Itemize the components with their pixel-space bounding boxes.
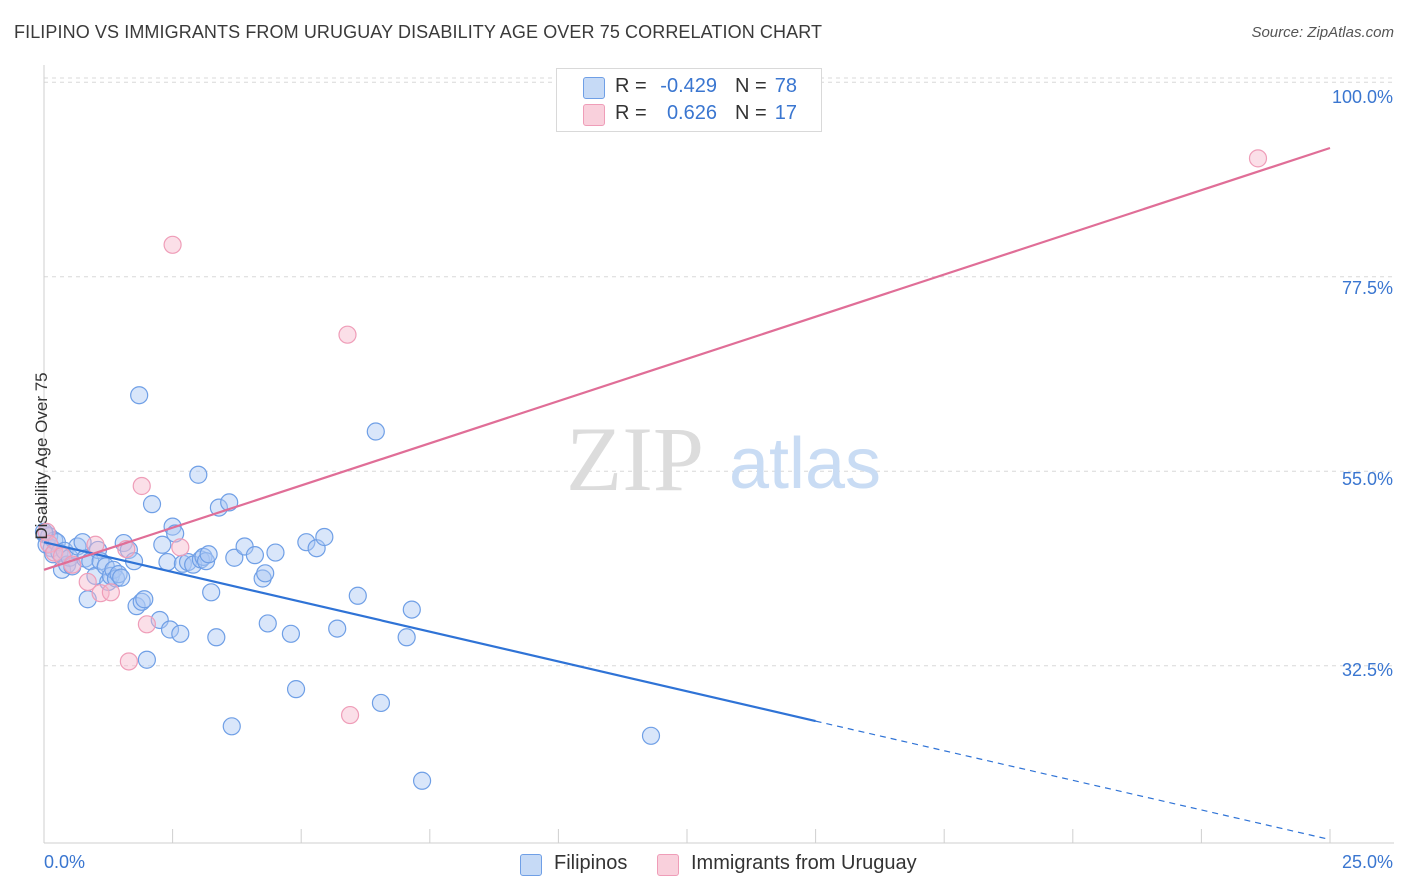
x-tick-label-min: 0.0% <box>44 852 86 872</box>
filipinos-trend-line <box>43 541 816 723</box>
filipinos-point <box>402 600 421 619</box>
legend-label-filipinos: Filipinos <box>554 852 628 874</box>
uruguay-point <box>171 538 190 557</box>
watermark: ZIP atlas <box>566 408 881 510</box>
filipinos-point <box>160 620 180 639</box>
filipinos-point <box>225 548 244 567</box>
y-axis-label: Disability Age Over 75 <box>32 372 51 540</box>
uruguay-point <box>78 572 97 592</box>
y-tick-label-32: 32.5% <box>1341 660 1393 680</box>
legend-r-label: R = <box>615 102 647 124</box>
watermark-atlas: atlas <box>729 424 881 504</box>
filipinos-point <box>189 465 208 484</box>
filipinos-point <box>641 726 661 745</box>
uruguay-point <box>338 325 357 344</box>
uruguay-point <box>119 652 138 671</box>
trend-lines <box>43 146 1331 841</box>
filipinos-point <box>412 771 432 790</box>
filipinos-point <box>222 717 241 736</box>
y-tick-label-55: 55.0% <box>1341 469 1393 489</box>
watermark-zip: ZIP <box>566 408 704 510</box>
legend-row-filipinos: R = -0.429 N = 78 <box>557 73 821 101</box>
uruguay-point <box>63 555 82 574</box>
filipinos-point <box>371 693 391 713</box>
filipinos-point <box>137 650 156 669</box>
uruguay-point <box>101 583 120 602</box>
filipinos-point <box>348 586 367 605</box>
filipinos-point <box>328 619 347 638</box>
legend-n-value: 78 <box>774 75 797 97</box>
correlation-legend: R = -0.429 N = 78 R = 0.626 N = 17 <box>556 68 822 132</box>
y-tick-label-77: 77.5% <box>1341 278 1393 298</box>
legend-n-label: N = <box>735 75 767 97</box>
filipinos-point <box>142 495 162 514</box>
y-tick-label-100: 100.0% <box>1331 87 1393 107</box>
filipinos-point <box>109 565 128 584</box>
legend-r-value: -0.429 <box>660 75 717 97</box>
filipinos-point <box>281 624 301 643</box>
series-points <box>34 149 1268 790</box>
filipinos-point <box>171 624 190 643</box>
uruguay-trend-line <box>43 146 1331 571</box>
grid-lines <box>44 77 1394 667</box>
legend-r-label: R = <box>615 75 647 97</box>
filipinos-point <box>153 535 172 554</box>
filipinos-point <box>315 527 334 547</box>
legend-n-label: N = <box>735 102 767 124</box>
filipinos-point <box>207 628 226 647</box>
filipinos-point <box>135 590 154 609</box>
legend-swatch-uruguay <box>583 104 605 126</box>
filipinos-point <box>132 592 151 611</box>
uruguay-point <box>137 615 156 634</box>
filipinos-point <box>245 546 265 565</box>
filipinos-point <box>112 568 131 587</box>
filipinos-trend-extension <box>815 720 1331 841</box>
filipinos-point <box>199 545 218 564</box>
filipinos-point <box>397 628 416 647</box>
legend-n-value: 17 <box>774 102 797 124</box>
x-tick-label-max: 25.0% <box>1341 852 1393 872</box>
legend-r-value: 0.626 <box>666 102 717 124</box>
uruguay-point <box>163 235 182 254</box>
filipinos-point <box>286 680 306 699</box>
filipinos-point <box>130 386 149 405</box>
legend-swatch-filipinos <box>520 854 542 876</box>
source-label: Source: ZipAtlas.com <box>1251 24 1394 41</box>
legend-swatch-filipinos <box>583 77 605 99</box>
filipinos-point <box>366 422 385 441</box>
uruguay-point <box>340 705 360 725</box>
filipinos-point <box>258 614 277 633</box>
chart-title: FILIPINO VS IMMIGRANTS FROM URUGUAY DISA… <box>14 22 823 42</box>
legend-label-uruguay: Immigrants from Uruguay <box>691 852 917 874</box>
filipinos-point <box>297 533 316 552</box>
filipinos-point <box>196 552 216 571</box>
legend-swatch-uruguay <box>657 854 679 876</box>
legend-row-uruguay: R = 0.626 N = 17 <box>557 100 821 128</box>
filipinos-point <box>202 583 221 602</box>
filipinos-point <box>253 569 272 588</box>
filipinos-point <box>266 543 285 562</box>
filipinos-point <box>158 552 177 572</box>
uruguay-point <box>132 476 151 496</box>
axes <box>43 65 1394 844</box>
filipinos-point <box>256 564 275 583</box>
uruguay-point <box>1248 149 1268 168</box>
